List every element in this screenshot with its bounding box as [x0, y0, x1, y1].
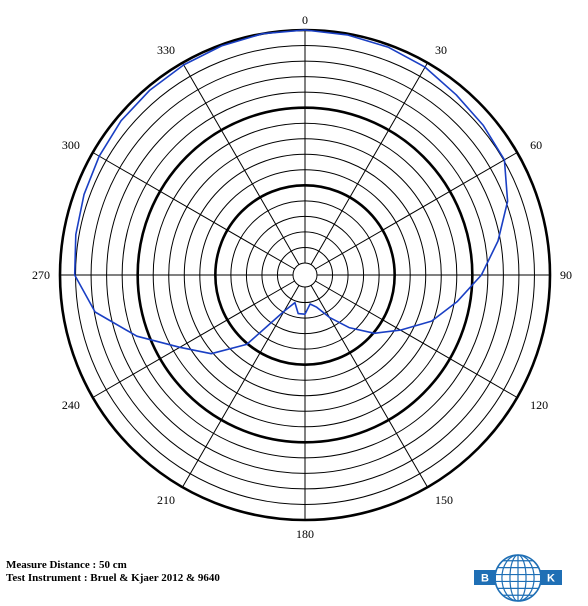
logo-left-letter: B: [481, 573, 489, 585]
angle-label-60: 60: [530, 138, 542, 152]
angle-label-180: 180: [296, 527, 314, 541]
angle-label-240: 240: [62, 398, 80, 412]
spoke-120: [315, 280, 518, 398]
angle-label-210: 210: [157, 493, 175, 507]
angle-spokes: [60, 30, 550, 520]
logo-left-badge: [474, 570, 496, 585]
polar-plot: 0 30 60 90 120 150 180 210 240 270 300 330: [32, 13, 572, 541]
logo-right-badge: [540, 570, 562, 585]
angle-labels: 0 30 60 90 120 150 180 210 240 270 300 330: [32, 13, 572, 541]
spoke-210: [182, 285, 300, 488]
measure-distance-text: Measure Distance : 50 cm: [6, 559, 127, 571]
angle-label-0: 0: [302, 13, 308, 27]
spoke-60: [315, 152, 518, 270]
series-line-0: [73, 29, 509, 355]
spoke-300: [92, 152, 295, 270]
angle-label-330: 330: [157, 43, 175, 57]
globe-icon: [494, 554, 542, 602]
logo-right-letter: K: [547, 573, 555, 585]
spoke-330: [182, 62, 300, 265]
spoke-30: [310, 62, 428, 265]
angle-label-270: 270: [32, 268, 50, 282]
angle-label-150: 150: [435, 493, 453, 507]
test-instrument-text: Test Instrument : Bruel & Kjaer 2012 & 9…: [6, 572, 220, 584]
angle-label-120: 120: [530, 398, 548, 412]
spoke-150: [310, 285, 428, 488]
center-ring: [292, 262, 318, 288]
angle-label-30: 30: [435, 43, 447, 57]
response-curves: [73, 29, 509, 355]
angle-label-90: 90: [560, 268, 572, 282]
spoke-240: [92, 280, 295, 398]
bk-logo: B K: [474, 554, 562, 602]
angle-label-300: 300: [62, 138, 80, 152]
